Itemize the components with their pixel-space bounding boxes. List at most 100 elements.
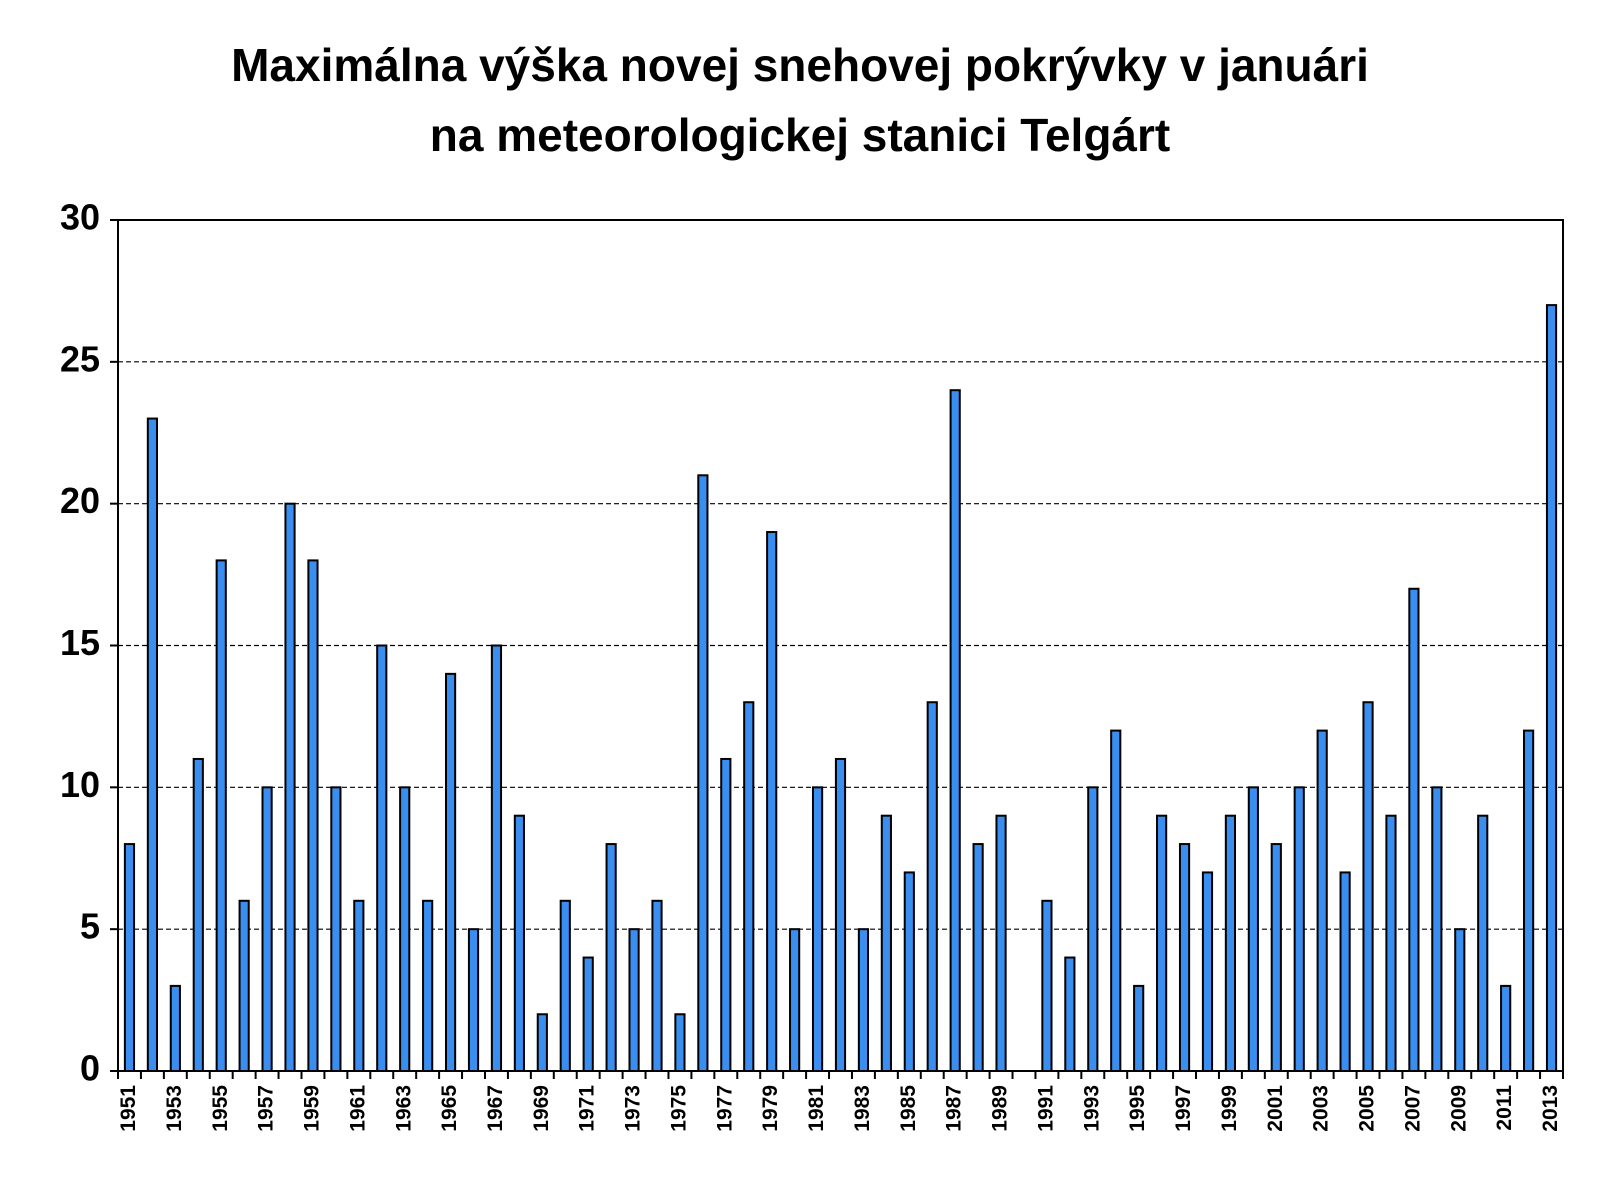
- bar: [720, 757, 732, 1072]
- bar: [1110, 729, 1122, 1072]
- bar: [811, 786, 824, 1072]
- bar: [1385, 814, 1397, 1073]
- y-tick-label: 10: [60, 764, 100, 805]
- y-tick-label: 15: [60, 622, 100, 663]
- bar: [880, 814, 892, 1073]
- bar: [766, 531, 778, 1072]
- bar: [1454, 928, 1466, 1073]
- bar: [1041, 899, 1053, 1072]
- y-tick-label: 5: [80, 906, 100, 947]
- bar: [857, 928, 870, 1073]
- chart-title: Maximálna výška novej snehovej pokrývky …: [231, 39, 1369, 161]
- bar: [215, 559, 227, 1073]
- bar: [995, 814, 1007, 1073]
- bar: [192, 757, 204, 1072]
- x-tick-label: 1955: [209, 1085, 232, 1132]
- x-tick-label: 1975: [667, 1085, 690, 1132]
- x-tick-label: 1993: [1080, 1085, 1103, 1132]
- x-tick-label: 2011: [1493, 1085, 1516, 1131]
- x-tick-label: 1999: [1218, 1085, 1241, 1132]
- x-tick-label: 1983: [851, 1085, 874, 1132]
- bar: [903, 871, 915, 1073]
- bar: [1270, 843, 1282, 1072]
- x-tick-label: 1965: [438, 1085, 461, 1132]
- bar: [353, 899, 365, 1072]
- x-tick-label: 1987: [943, 1085, 966, 1132]
- bar: [536, 1013, 548, 1072]
- bar: [674, 1013, 686, 1072]
- x-tick-label: 2003: [1310, 1085, 1333, 1132]
- bar: [1316, 729, 1328, 1072]
- bar: [169, 984, 181, 1073]
- bar: [467, 928, 480, 1073]
- x-tick-label: 1989: [989, 1085, 1012, 1132]
- bar: [834, 757, 847, 1072]
- bar: [146, 417, 158, 1073]
- x-tick-label: 1959: [301, 1085, 324, 1132]
- bar: [330, 786, 342, 1072]
- x-tick-label: 2007: [1401, 1085, 1424, 1132]
- y-tick-label: 30: [60, 197, 100, 238]
- y-tick-label: 0: [80, 1048, 100, 1089]
- bar: [422, 899, 434, 1072]
- bar: [1477, 814, 1489, 1073]
- bar: [399, 786, 411, 1072]
- bar: [1545, 304, 1558, 1073]
- x-tick-label: 1979: [759, 1085, 782, 1132]
- bar: [1408, 587, 1420, 1072]
- x-tick-label: 1953: [163, 1085, 186, 1132]
- x-tick-label: 1973: [622, 1085, 645, 1132]
- bar: [605, 843, 617, 1072]
- bar: [1224, 814, 1237, 1073]
- x-tick-label: 1977: [713, 1085, 736, 1132]
- bar: [376, 644, 388, 1072]
- bar: [1087, 786, 1099, 1072]
- bar: [628, 928, 640, 1073]
- bar: [1201, 871, 1214, 1073]
- x-tick-label: 1969: [530, 1085, 553, 1132]
- x-tick-label: 2009: [1447, 1085, 1470, 1132]
- x-tick-label: 1967: [484, 1085, 507, 1132]
- x-tick-label: 1971: [576, 1085, 599, 1132]
- x-tick-label: 1985: [897, 1085, 920, 1132]
- bar: [1156, 814, 1168, 1073]
- x-tick-label: 2013: [1539, 1085, 1562, 1132]
- x-tick-label: 2001: [1264, 1085, 1287, 1132]
- x-tick-label: 1997: [1172, 1085, 1195, 1132]
- x-tick-label: 2005: [1356, 1085, 1379, 1132]
- x-tick-label: 1961: [346, 1085, 369, 1132]
- y-tick-label: 20: [60, 480, 100, 521]
- bar: [972, 843, 984, 1072]
- bar: [1247, 786, 1259, 1072]
- bar: [1133, 984, 1145, 1073]
- bar: [743, 701, 755, 1072]
- bar: [261, 786, 273, 1072]
- bar: [697, 474, 709, 1072]
- bar: [490, 644, 503, 1072]
- x-tick-label: 1957: [255, 1085, 278, 1132]
- bar: [1500, 984, 1512, 1073]
- bar: [1431, 786, 1443, 1072]
- bar: [789, 928, 801, 1073]
- bar: [559, 899, 571, 1072]
- bar: [444, 672, 457, 1072]
- bar: [1339, 871, 1351, 1073]
- y-tick-label: 25: [60, 338, 100, 379]
- bar: [1523, 729, 1535, 1072]
- x-tick-label: 1963: [392, 1085, 415, 1132]
- x-tick-label: 1991: [1034, 1085, 1057, 1132]
- bar: [307, 559, 319, 1073]
- bar: [284, 502, 296, 1072]
- bar: [1362, 701, 1374, 1072]
- bar: [1064, 956, 1076, 1072]
- bar: [651, 899, 663, 1072]
- x-tick-label: 1951: [117, 1085, 140, 1132]
- bar: [1293, 786, 1305, 1072]
- x-tick-label: 1981: [805, 1085, 828, 1132]
- x-tick-label: 1995: [1126, 1085, 1149, 1132]
- bar: [926, 701, 938, 1072]
- bar: [582, 956, 594, 1072]
- bar: [513, 814, 525, 1073]
